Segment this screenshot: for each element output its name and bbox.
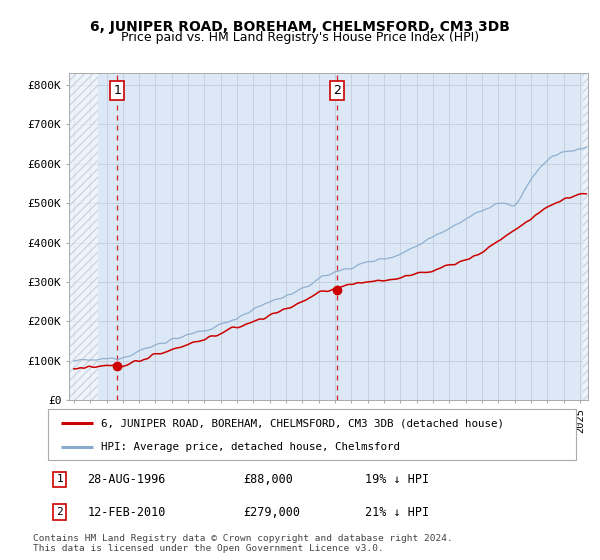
Text: 2: 2 bbox=[333, 84, 341, 97]
Text: £88,000: £88,000 bbox=[244, 473, 293, 486]
Text: Price paid vs. HM Land Registry's House Price Index (HPI): Price paid vs. HM Land Registry's House … bbox=[121, 31, 479, 44]
FancyBboxPatch shape bbox=[48, 409, 576, 460]
Text: 28-AUG-1996: 28-AUG-1996 bbox=[88, 473, 166, 486]
Text: 1: 1 bbox=[56, 474, 63, 484]
Text: 2: 2 bbox=[56, 507, 63, 517]
Text: HPI: Average price, detached house, Chelmsford: HPI: Average price, detached house, Chel… bbox=[101, 442, 400, 452]
Text: 12-FEB-2010: 12-FEB-2010 bbox=[88, 506, 166, 519]
Text: Contains HM Land Registry data © Crown copyright and database right 2024.
This d: Contains HM Land Registry data © Crown c… bbox=[33, 534, 453, 553]
Text: 1: 1 bbox=[113, 84, 121, 97]
Text: 6, JUNIPER ROAD, BOREHAM, CHELMSFORD, CM3 3DB: 6, JUNIPER ROAD, BOREHAM, CHELMSFORD, CM… bbox=[90, 20, 510, 34]
Text: 21% ↓ HPI: 21% ↓ HPI bbox=[365, 506, 429, 519]
Text: £279,000: £279,000 bbox=[244, 506, 301, 519]
Text: 6, JUNIPER ROAD, BOREHAM, CHELMSFORD, CM3 3DB (detached house): 6, JUNIPER ROAD, BOREHAM, CHELMSFORD, CM… bbox=[101, 418, 504, 428]
Text: 19% ↓ HPI: 19% ↓ HPI bbox=[365, 473, 429, 486]
